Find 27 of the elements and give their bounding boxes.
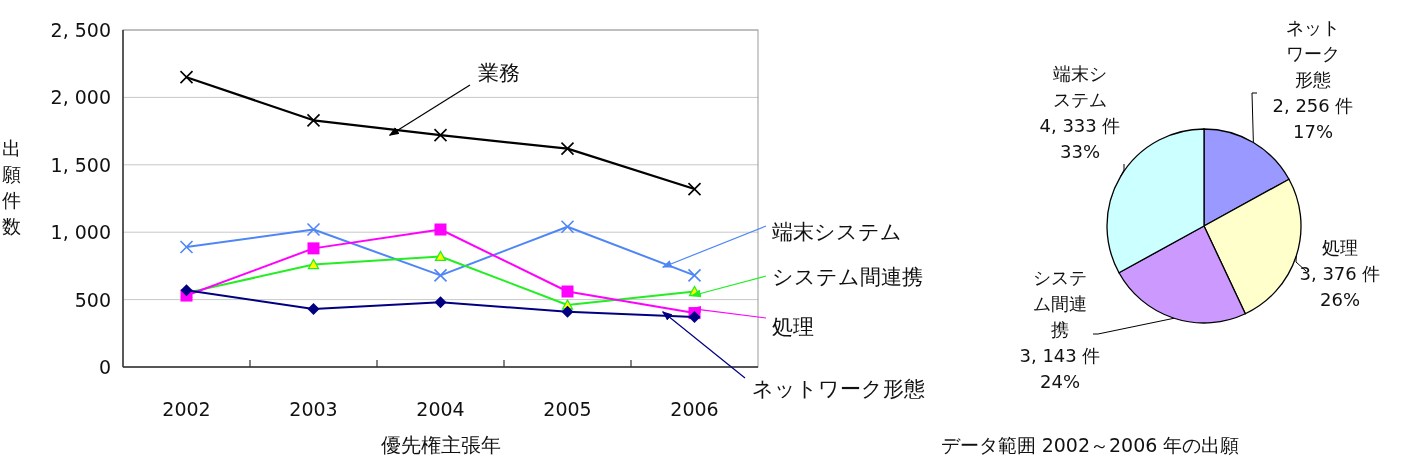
slice-label: 端末システム [1053,63,1107,110]
x-tick-label: 2003 [289,398,338,420]
x-tick-label: 2004 [416,398,465,420]
y-tick-label: 1, 000 [50,221,111,244]
legend-label: 端末システム [772,220,902,244]
legend-label: 処理 [772,315,814,339]
data-label: 3, 143 件 24% [1019,345,1101,392]
y-tick-label: 0 [98,356,111,378]
slice-label: 処理 [1322,237,1358,258]
x-tick-label: 2005 [543,398,592,420]
text: データ範囲 2002～2006 年の出願 [940,434,1240,456]
legend-label: システム間連携 [772,265,923,289]
y-tick-label: 1, 500 [50,153,111,176]
data-label: 3, 376 件 26% [1299,263,1381,310]
x-tick-label: 2006 [670,398,719,420]
y-tick-label: 500 [74,288,111,311]
y-tick-label: 2, 500 [50,19,111,41]
text: ネットワーク形態 [752,377,925,401]
data-label: 2, 256 件 17% [1272,95,1354,142]
slice-label: システム間連携 [1033,267,1087,340]
data-label: 4, 333 件 33% [1039,115,1121,162]
slice-label: ネットワーク形態 [1286,17,1340,90]
y-axis-title: 出願件数 [1,137,21,237]
x-axis-title: 優先権主張年 [380,433,501,457]
x-tick-label: 2002 [162,398,211,420]
text: 業務 [478,61,520,85]
y-tick-label: 2, 000 [50,86,111,109]
